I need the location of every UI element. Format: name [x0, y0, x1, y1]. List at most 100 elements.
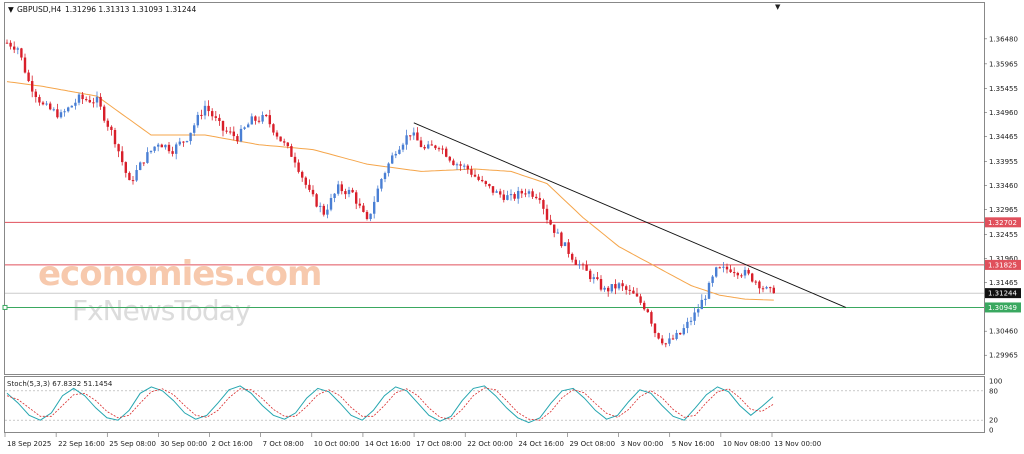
candle-body [538, 198, 541, 201]
resistance-tag-2: 1.31825 [988, 261, 1017, 269]
time-tick-label: 25 Sep 08:00 [109, 440, 156, 448]
support-tag-box [985, 302, 1021, 313]
candle-body [218, 117, 221, 121]
candle-body [146, 152, 149, 163]
candle-body [470, 169, 473, 175]
candle-body [610, 284, 613, 292]
candle-body [607, 287, 610, 292]
symbol-label: GBPUSD,H4 [17, 5, 62, 14]
candle-body [365, 211, 369, 220]
candle-body [16, 48, 19, 50]
candle-body [160, 144, 163, 148]
candle-body [322, 205, 325, 215]
candle-body [599, 279, 603, 290]
candle-body [41, 102, 45, 105]
candle-body [329, 198, 333, 210]
candle-body [103, 106, 106, 121]
candle-body [549, 219, 552, 225]
candle-body [347, 189, 351, 195]
candle-body [499, 191, 502, 195]
candle-body [376, 188, 379, 202]
candle-body [513, 194, 516, 199]
candle-body [340, 184, 343, 192]
stoch-tick-label: 0 [989, 427, 993, 435]
candle-body [747, 269, 750, 274]
collapse-icon[interactable]: ▼ [775, 3, 781, 11]
candle-body [358, 203, 361, 206]
candle-body [185, 141, 189, 143]
candle-body [434, 145, 437, 149]
time-tick-label: 14 Oct 16:00 [365, 440, 411, 448]
candle-body [110, 126, 113, 131]
candle-body [196, 114, 199, 126]
candle-body [268, 115, 271, 125]
candle-body [189, 132, 192, 142]
time-tick-label: 2 Oct 16:00 [212, 440, 253, 448]
candle-body [113, 130, 117, 145]
candle-body [52, 109, 55, 111]
candle-body [718, 267, 721, 269]
candle-body [254, 116, 257, 121]
candle-body [387, 163, 390, 174]
candle-body [391, 155, 394, 164]
price-tick-label: 1.32455 [989, 231, 1018, 239]
candle-body [567, 242, 570, 254]
candle-body [315, 194, 318, 207]
candle-body [686, 321, 689, 329]
candle-body [740, 275, 743, 277]
candle-body [715, 267, 718, 277]
price-tick-label: 1.29965 [989, 352, 1018, 360]
candle-body [383, 173, 387, 180]
current-price-tag-box [985, 288, 1021, 299]
candle-body [279, 136, 282, 142]
time-tick-label: 17 Oct 08:00 [416, 440, 462, 448]
candle-body [635, 293, 639, 297]
candle-body [733, 272, 736, 274]
candle-body [693, 312, 696, 321]
price-tick-label: 1.33460 [989, 182, 1018, 190]
candle-body [643, 302, 646, 310]
candle-body [736, 272, 739, 276]
candle-body [59, 112, 63, 118]
candle-body [661, 338, 664, 344]
candle-body [761, 288, 765, 290]
candle-body [506, 195, 509, 200]
candle-body [675, 332, 678, 339]
candle-body [45, 103, 48, 105]
candle-body [290, 146, 293, 157]
stoch-tick-label: 20 [989, 417, 998, 425]
candle-body [355, 192, 358, 204]
candle-body [459, 164, 462, 166]
candle-body [31, 81, 34, 92]
candle-body [293, 156, 297, 163]
candle-body [556, 232, 559, 234]
resistance-tag-1: 1.32702 [988, 219, 1017, 227]
resistance-tag-2-box [985, 259, 1021, 270]
candle-body [236, 136, 239, 142]
candle-body [164, 144, 167, 148]
candle-body [592, 277, 595, 280]
candle-body [67, 107, 70, 112]
candle-body [524, 193, 527, 195]
candle-body [5, 42, 9, 44]
current-price-tag: 1.31244 [988, 290, 1017, 298]
candle-body [725, 266, 729, 270]
candle-body [772, 287, 775, 294]
candle-body [398, 149, 401, 154]
candle-body [171, 151, 174, 154]
candle-body [517, 190, 520, 199]
candle-body [203, 105, 207, 116]
candle-body [286, 142, 289, 147]
candle-body [63, 111, 66, 113]
candle-body [182, 141, 185, 143]
candle-body [585, 264, 588, 271]
candle-body [70, 105, 73, 108]
candle-body [743, 269, 747, 276]
candle-body [369, 213, 372, 220]
candle-body [455, 164, 459, 166]
support-line-handle[interactable] [2, 304, 8, 310]
descending-trendline[interactable] [413, 122, 846, 308]
candle-body [401, 144, 405, 150]
dropdown-icon[interactable]: ▼ [8, 5, 14, 14]
